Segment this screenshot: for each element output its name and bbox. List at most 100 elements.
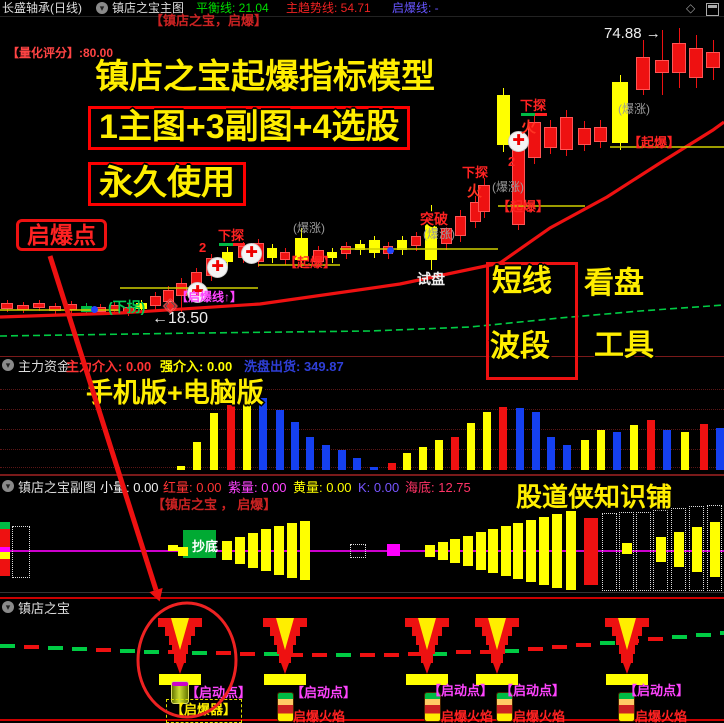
- volume-bar: [243, 387, 251, 470]
- dashed-signal-line: [600, 641, 615, 645]
- oscillator-bar: [248, 533, 258, 568]
- oscillator-bar: [438, 542, 448, 560]
- divider-panel4: [0, 592, 724, 593]
- sell-arrow-icon: [475, 618, 519, 674]
- oscillator-bar: [222, 541, 232, 560]
- fire-figure-icon: [277, 692, 294, 722]
- qibao-1: 【起爆】: [284, 255, 337, 270]
- red-bar: [584, 518, 598, 585]
- sell-arrow-icon: [263, 618, 307, 674]
- fire-figure-icon: [424, 692, 441, 722]
- candlestick: [65, 304, 77, 310]
- promo-box-1: 1主图+3副图+4选股: [88, 106, 411, 150]
- collapse-main-icon[interactable]: ▾: [96, 2, 108, 14]
- candlestick: [150, 296, 161, 306]
- candlestick: [636, 57, 650, 90]
- huoyan-3: 启爆火焰: [513, 709, 566, 723]
- volume-bar: [597, 430, 605, 470]
- dashed-signal-line: [432, 652, 447, 656]
- volume-bar: [630, 425, 638, 470]
- oscillator-bar: [622, 543, 632, 554]
- dashed-signal-line: [312, 653, 327, 657]
- volume-bar: [716, 428, 724, 470]
- count-2a: 2: [199, 240, 207, 255]
- circle-plus-icon: ✚: [241, 243, 262, 264]
- sell-arrow-icon: [405, 618, 449, 674]
- candlestick: [578, 128, 591, 145]
- candlestick: [49, 306, 61, 311]
- huoyan-4: 启爆火焰: [635, 709, 688, 723]
- candlestick: [594, 127, 607, 142]
- hollow-bar: [619, 512, 634, 591]
- volume-bar: [547, 437, 555, 470]
- p3-name: 镇店之宝副图: [18, 480, 97, 495]
- split-window-icon[interactable]: [706, 3, 719, 16]
- gongju: 工具: [594, 329, 654, 362]
- dashed-signal-line: [456, 650, 471, 654]
- magenta-bar: [387, 544, 400, 556]
- grid-line: [0, 449, 724, 450]
- grid-line: [0, 429, 724, 430]
- volume-bar: [499, 407, 507, 470]
- price-low: ←18.50: [152, 310, 209, 327]
- volume-bar: [419, 447, 427, 470]
- volume-bar: [700, 424, 708, 470]
- candlestick: [560, 117, 573, 150]
- oscillator-bar: [300, 521, 310, 580]
- xiatan-1: 下探: [218, 228, 245, 243]
- qibao-2: 【起爆】: [497, 199, 550, 214]
- boduan: 波段: [490, 330, 550, 363]
- subtitle-p3: 【镇店之宝 ， 启爆】: [152, 497, 277, 512]
- p3-v1: 小量: 0.00: [100, 480, 159, 495]
- huoyan-2: 启爆火焰: [441, 709, 494, 723]
- volume-bar: [435, 440, 443, 470]
- baozhang-3: (爆涨): [492, 180, 524, 194]
- candlestick: [369, 240, 380, 253]
- dashed-signal-line: [264, 652, 279, 656]
- dashed-signal-line: [288, 653, 303, 657]
- signal-base-bar: [406, 674, 448, 685]
- volume-bar: [276, 410, 284, 470]
- diamond-icon[interactable]: ◇: [686, 1, 696, 15]
- price-high: 74.88 →: [604, 25, 661, 42]
- candlestick: [655, 60, 669, 73]
- oscillator-bar: [710, 522, 720, 577]
- collapse-panel3-icon[interactable]: ▾: [2, 480, 14, 492]
- candlestick: [411, 236, 421, 246]
- stack-segment: [0, 552, 10, 559]
- panel4-bottom-line: [0, 719, 724, 721]
- oscillator-bar: [261, 529, 271, 571]
- dashed-signal-line: [408, 652, 423, 656]
- stack-segment: [0, 559, 10, 576]
- p2-v2: 强介入: 0.00: [160, 359, 233, 374]
- qibaoxian-tag: 【启爆线↑】: [176, 290, 243, 304]
- collapse-panel2-icon[interactable]: ▾: [2, 359, 14, 371]
- dashed-signal-line: [696, 633, 711, 637]
- oscillator-bar: [513, 523, 523, 579]
- oscillator-bar: [488, 529, 498, 573]
- dashed-signal-line: [576, 643, 591, 647]
- oscillator-bar: [235, 537, 245, 564]
- xiatan-2: 下探: [462, 165, 489, 180]
- hollow-bar: [689, 506, 704, 591]
- zero-axis-line: [0, 550, 724, 552]
- oscillator-bar: [501, 526, 511, 576]
- collapse-panel4-icon[interactable]: ▾: [2, 601, 14, 613]
- hollow-bar: [12, 526, 30, 578]
- hollow-bar: [671, 508, 686, 591]
- grid-line: [0, 467, 724, 468]
- baozhang-2: (爆涨): [423, 227, 455, 241]
- candlestick: [341, 246, 351, 254]
- oscillator-bar: [450, 539, 460, 563]
- volume-bar: [581, 440, 589, 470]
- stack-segment: [0, 529, 10, 547]
- chaodi-block: [183, 530, 216, 558]
- qidongdian-5: 【启动点】: [624, 683, 690, 698]
- hollow-bar: [602, 513, 617, 591]
- kanpan: 看盘: [584, 267, 644, 300]
- volume-bar: [193, 442, 201, 470]
- volume-bar: [563, 445, 571, 470]
- balance-line-value: 平衡线: 21.04: [196, 1, 269, 15]
- qidongdian-1: 【启动点】: [186, 685, 252, 700]
